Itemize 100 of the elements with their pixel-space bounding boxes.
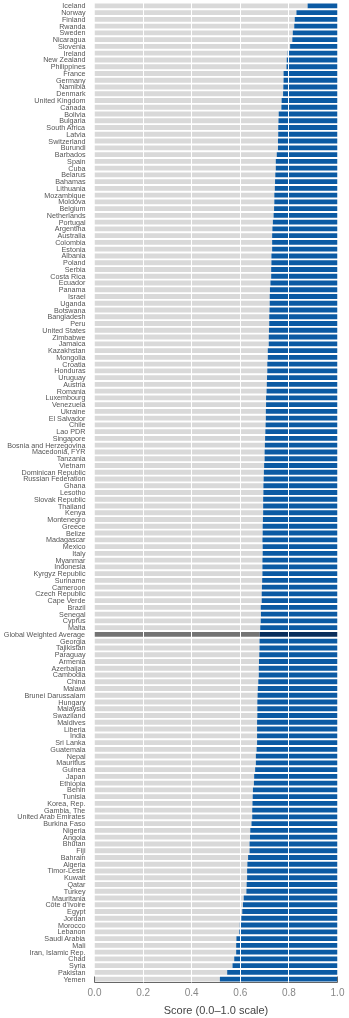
bar <box>259 638 338 644</box>
bar <box>274 206 338 212</box>
bar <box>94 98 282 103</box>
bar <box>94 341 269 347</box>
bar <box>263 490 338 495</box>
bar <box>94 287 270 293</box>
bar <box>269 314 338 320</box>
bar <box>94 327 269 333</box>
bar <box>232 963 338 969</box>
bar <box>257 692 338 698</box>
bar <box>94 77 284 83</box>
bar <box>290 44 338 49</box>
bar <box>242 902 338 908</box>
bar <box>94 733 258 739</box>
bar <box>94 740 258 745</box>
bar <box>94 233 273 239</box>
bar <box>94 456 265 462</box>
bar <box>94 212 274 218</box>
bar <box>287 50 338 56</box>
bar <box>265 429 338 435</box>
bar <box>94 598 262 604</box>
bar <box>266 381 338 387</box>
bar <box>269 294 338 299</box>
bar <box>94 50 288 56</box>
bar <box>283 91 338 97</box>
bar <box>227 969 338 975</box>
bar <box>276 152 338 157</box>
bar <box>94 158 276 164</box>
bar <box>94 3 308 9</box>
bar <box>264 463 338 468</box>
bar <box>262 523 338 529</box>
bar <box>258 665 338 671</box>
bar <box>262 577 338 583</box>
bar <box>94 145 278 151</box>
bar <box>94 246 273 252</box>
bar <box>274 185 338 191</box>
x-tick-label: 0.6 <box>233 986 248 998</box>
bar <box>94 936 237 941</box>
bar <box>94 767 256 773</box>
bar <box>94 131 279 137</box>
bar <box>241 915 338 921</box>
bar <box>94 402 267 408</box>
bar <box>94 659 260 664</box>
bar <box>254 773 338 779</box>
bar <box>94 273 272 279</box>
bar <box>271 260 338 266</box>
bar <box>94 64 287 70</box>
bar <box>94 483 264 489</box>
bar <box>267 375 338 381</box>
bar <box>94 746 257 752</box>
bar <box>250 834 338 840</box>
bar <box>94 915 242 921</box>
bar <box>271 273 338 279</box>
bar <box>94 537 263 543</box>
bar <box>94 10 297 16</box>
bar <box>272 240 338 245</box>
bar <box>94 544 263 549</box>
bar <box>94 206 275 212</box>
bar <box>94 37 293 43</box>
bar <box>94 713 258 718</box>
bar <box>269 300 338 306</box>
bar <box>272 233 338 239</box>
bar <box>263 510 338 516</box>
bar <box>264 456 338 462</box>
bar <box>94 794 253 800</box>
bar <box>259 659 338 664</box>
bar <box>283 71 338 76</box>
bar <box>257 686 338 691</box>
bar <box>242 909 338 914</box>
x-tick-label: 0.2 <box>136 986 151 998</box>
bar <box>269 321 338 326</box>
bar <box>94 692 258 698</box>
bar <box>94 442 265 448</box>
bar <box>259 632 338 637</box>
bar <box>258 679 338 685</box>
bar <box>263 483 338 489</box>
bar <box>273 212 338 218</box>
bar <box>94 267 272 272</box>
bar <box>94 463 265 468</box>
bar <box>278 118 338 124</box>
bar <box>256 746 338 752</box>
bar <box>292 37 338 43</box>
bar <box>268 327 338 333</box>
bar <box>94 469 264 475</box>
bar <box>94 185 275 191</box>
bar <box>249 848 338 854</box>
bar <box>94 44 291 49</box>
bar <box>266 402 338 408</box>
bar <box>94 652 260 658</box>
bar <box>94 604 261 610</box>
bar <box>262 550 338 556</box>
bar <box>307 3 338 9</box>
bar <box>94 969 228 975</box>
bar <box>94 354 268 360</box>
x-tick-label: 0.0 <box>87 986 102 998</box>
bar <box>239 929 338 935</box>
bar <box>263 469 338 475</box>
bar <box>269 287 338 293</box>
bar <box>260 625 338 631</box>
bar <box>94 773 255 779</box>
